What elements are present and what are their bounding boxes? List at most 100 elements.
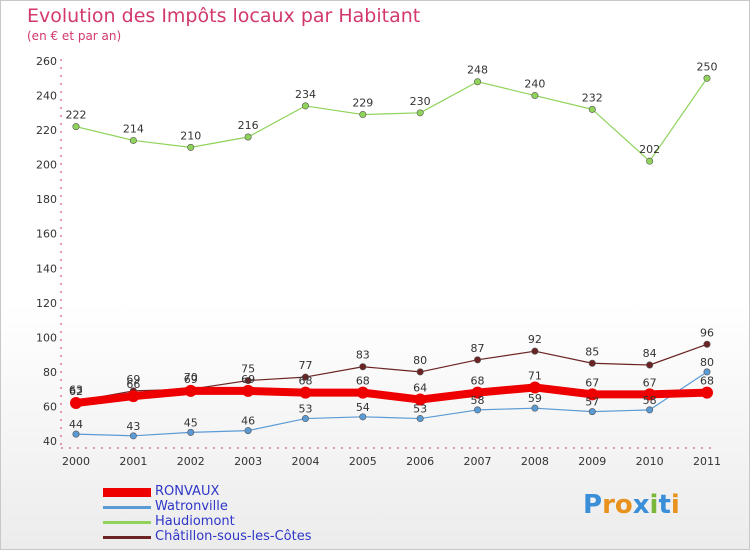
data-point [299,386,312,399]
data-label: 66 [126,378,140,391]
data-point [301,373,309,381]
data-point [703,368,711,376]
data-point [646,361,654,369]
data-label: 234 [295,88,316,101]
data-point [646,157,654,165]
data-point [588,105,596,113]
data-label: 53 [413,403,427,416]
x-tick-label: 2011 [693,455,721,468]
data-point [414,393,427,406]
data-label: 44 [69,418,83,431]
x-tick-label: 2000 [62,455,90,468]
chart-title: Evolution des Impôts locaux par Habitant [27,5,421,27]
data-point [646,406,654,414]
legend-swatch [103,521,151,524]
legend-label: Watronville [155,499,228,514]
data-point [703,74,711,82]
data-label: 45 [184,416,198,429]
data-point [359,111,367,119]
logo-letter: x [632,490,650,520]
data-point [416,415,424,423]
logo-letter: r [602,490,615,520]
y-tick-label: 160 [36,228,57,241]
data-point [187,428,195,436]
series-line [75,371,708,437]
data-point [471,386,484,399]
data-label: 59 [528,392,542,405]
data-point [244,377,252,385]
data-point [531,92,539,100]
data-point [356,386,369,399]
data-label: 222 [66,109,87,122]
y-tick-label: 240 [36,90,57,103]
data-label: 248 [467,64,488,77]
data-label: 80 [700,356,714,369]
data-label: 77 [298,359,312,372]
data-label: 80 [413,354,427,367]
data-point [588,408,596,416]
series-line [75,77,708,162]
y-tick-label: 120 [36,297,57,310]
x-tick-label: 2002 [177,455,205,468]
data-label: 68 [700,375,714,388]
chart-subtitle: (en € et par an) [27,29,122,43]
data-label: 53 [298,403,312,416]
chart-axes: 40 60 80 100 120 140 160 180 200 220 240 260 2000 200… [36,55,721,468]
data-label: 62 [69,385,83,398]
data-label: 69 [126,373,140,386]
data-label: 214 [123,122,144,135]
data-label: 57 [585,396,599,409]
data-label: 87 [471,342,485,355]
data-point [242,384,255,397]
proxiti-logo: Proxiti [583,490,680,520]
data-point [643,388,656,401]
data-label: 71 [528,369,542,382]
legend-swatch [103,506,151,509]
logo-letter: i [649,490,659,520]
data-label: 84 [643,347,657,360]
data-point [129,136,137,144]
logo-letter: t [658,490,671,520]
data-label: 67 [643,376,657,389]
series-layer [70,74,713,440]
data-point [474,78,482,86]
data-label: 58 [643,394,657,407]
legend-label: Haudiomont [155,514,235,529]
logo-letter: P [583,490,603,520]
data-point [703,340,711,348]
data-point [72,430,80,438]
legend-swatch [103,488,151,497]
data-point [129,432,137,440]
data-label: 64 [413,382,427,395]
data-point [301,415,309,423]
data-label: 240 [524,78,545,91]
data-point [244,427,252,435]
data-label: 96 [700,326,714,339]
data-label: 43 [126,420,140,433]
data-label: 69 [241,373,255,386]
data-point [359,363,367,371]
data-point [474,356,482,364]
data-point [301,102,309,110]
y-tick-label: 140 [36,262,57,275]
y-tick-label: 260 [36,55,57,68]
data-label: 250 [697,60,718,73]
data-point [187,143,195,151]
data-label: 68 [298,375,312,388]
data-label: 68 [356,375,370,388]
y-tick-label: 200 [36,159,57,172]
y-tick-label: 180 [36,193,57,206]
y-tick-label: 40 [43,435,57,448]
data-label: 210 [180,129,201,142]
data-label: 63 [69,383,83,396]
y-tick-label: 220 [36,124,57,137]
data-point [586,388,599,401]
data-label: 54 [356,401,370,414]
x-tick-label: 2004 [291,455,319,468]
data-label: 230 [410,95,431,108]
y-tick-label: 80 [43,366,57,379]
data-point [70,397,82,409]
data-point [531,347,539,355]
